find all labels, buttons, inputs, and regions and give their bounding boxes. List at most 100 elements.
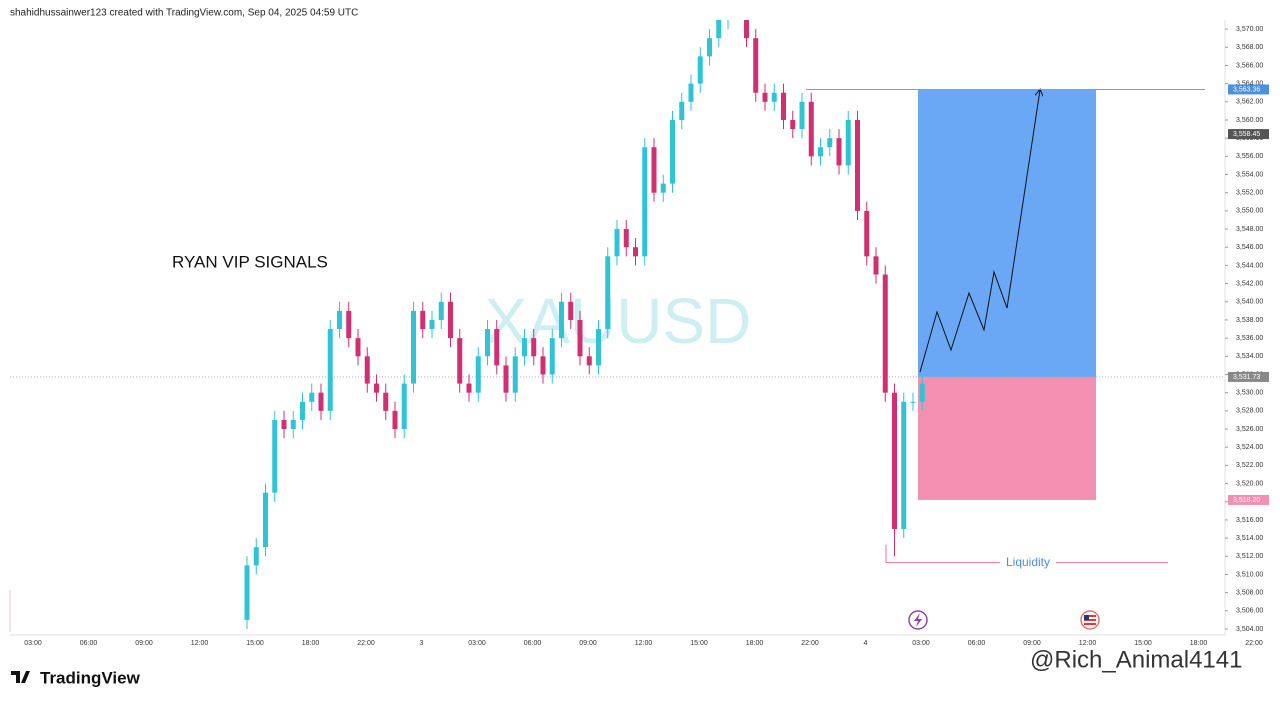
y-tick-label: 3,566.00: [1236, 62, 1263, 69]
x-tick-label: 12:00: [191, 640, 209, 647]
y-tick-label: 3,524.00: [1236, 444, 1263, 451]
x-tick-label: 09:00: [579, 640, 597, 647]
candle-body: [845, 119, 851, 166]
credit: shahidhussainwer123 created with Trading…: [10, 8, 358, 19]
y-tick-label: 3,536.00: [1236, 335, 1263, 342]
y-tick-label: 3,538.00: [1236, 317, 1263, 324]
brand-text: TradingView: [40, 668, 141, 687]
candle-body: [808, 101, 814, 157]
y-tick-label: 3,504.00: [1236, 626, 1263, 633]
candle-body: [707, 38, 712, 57]
candle-body: [614, 229, 620, 257]
candle-body: [485, 329, 490, 357]
price-tag-label: 3,531.73: [1233, 374, 1260, 381]
x-tick-label: 12:00: [1079, 640, 1097, 647]
x-tick-label: 03:00: [912, 640, 930, 647]
y-tick-label: 3,542.00: [1236, 280, 1263, 287]
x-tick-label: 03:00: [24, 640, 42, 647]
candle-body: [263, 492, 268, 548]
candle-body: [568, 301, 574, 320]
candle-body: [762, 92, 768, 102]
target-zone: [918, 89, 1096, 377]
watermark: XAUUSD: [485, 285, 752, 357]
candle-body: [753, 38, 759, 93]
x-tick-label: 06:00: [968, 640, 986, 647]
candle-body: [790, 119, 796, 130]
candle-body: [253, 547, 259, 566]
price-tag-label: 3,563.36: [1233, 86, 1260, 93]
candle-body: [901, 401, 907, 530]
candle-body: [605, 256, 611, 330]
candle-body: [494, 329, 500, 366]
candle-body: [771, 92, 777, 102]
candle-body: [420, 310, 426, 330]
x-tick-label: 15:00: [690, 640, 708, 647]
candle-body: [281, 419, 287, 430]
candle-body: [411, 310, 416, 384]
projection-path: [919, 90, 1040, 373]
y-tick-label: 3,528.00: [1236, 408, 1263, 415]
x-tick-label: 12:00: [635, 640, 653, 647]
candle-body: [586, 356, 592, 366]
candle-body: [457, 338, 463, 384]
y-tick-label: 3,546.00: [1236, 244, 1263, 251]
x-tick-label: 09:00: [135, 640, 153, 647]
y-tick-label: 3,550.00: [1236, 208, 1263, 215]
x-tick-label: 18:00: [746, 640, 764, 647]
candle-body: [392, 410, 398, 430]
candle-body: [438, 301, 444, 320]
x-tick-label: 15:00: [1134, 640, 1152, 647]
candle-body: [799, 101, 805, 130]
event-icon: [908, 610, 928, 630]
candle-body: [364, 356, 370, 384]
candle-body: [401, 383, 407, 430]
price-tag: [1228, 129, 1269, 140]
candle-body: [660, 183, 666, 193]
candle-body: [651, 147, 657, 193]
y-tick-label: 3,508.00: [1236, 589, 1263, 596]
y-tick-label: 3,510.00: [1236, 571, 1263, 578]
candle-body: [781, 92, 786, 120]
flag-icon: [1080, 610, 1100, 630]
x-tick-label: 06:00: [524, 640, 542, 647]
price-tag: [1228, 371, 1269, 382]
y-tick-label: 3,556.00: [1236, 153, 1263, 160]
candle-body: [596, 329, 601, 366]
candle-body: [716, 20, 722, 39]
candle-body: [633, 247, 638, 257]
candle-body: [383, 392, 389, 411]
x-tick-label: 4: [864, 640, 868, 647]
x-tick-label: 15:00: [246, 640, 264, 647]
candle-body: [309, 392, 315, 402]
y-tick-label: 3,568.00: [1236, 44, 1263, 51]
x-tick-label: 22:00: [357, 640, 375, 647]
candle-body: [512, 356, 518, 393]
y-tick-label: 3,548.00: [1236, 226, 1263, 233]
y-tick-label: 3,514.00: [1236, 535, 1263, 542]
x-tick-label: 3: [420, 640, 424, 647]
y-tick-label: 3,516.00: [1236, 517, 1263, 524]
y-tick-label: 3,512.00: [1236, 553, 1263, 560]
candle-body: [882, 274, 888, 393]
y-tick-label: 3,554.00: [1236, 171, 1263, 178]
y-tick-label: 3,520.00: [1236, 480, 1263, 487]
candle-body: [429, 319, 435, 330]
plot-area: [10, 20, 1225, 630]
candle-body: [818, 147, 823, 157]
candle-body: [448, 301, 453, 339]
x-tick-label: 06:00: [80, 640, 98, 647]
annotation: RYAN VIP SIGNALS: [172, 252, 328, 271]
candle-body: [475, 356, 481, 393]
x-tick-label: 03:00: [468, 640, 486, 647]
candle-body: [577, 319, 583, 357]
candle-body: [540, 356, 546, 375]
candle-body: [688, 83, 694, 102]
candle-body: [531, 338, 537, 357]
candle-body: [300, 401, 305, 420]
candle-body: [836, 138, 842, 166]
candle-body: [244, 565, 250, 620]
liquidity-label: Liquidity: [1006, 555, 1050, 569]
candle-body: [827, 138, 833, 148]
x-tick-label: 22:00: [801, 640, 819, 647]
